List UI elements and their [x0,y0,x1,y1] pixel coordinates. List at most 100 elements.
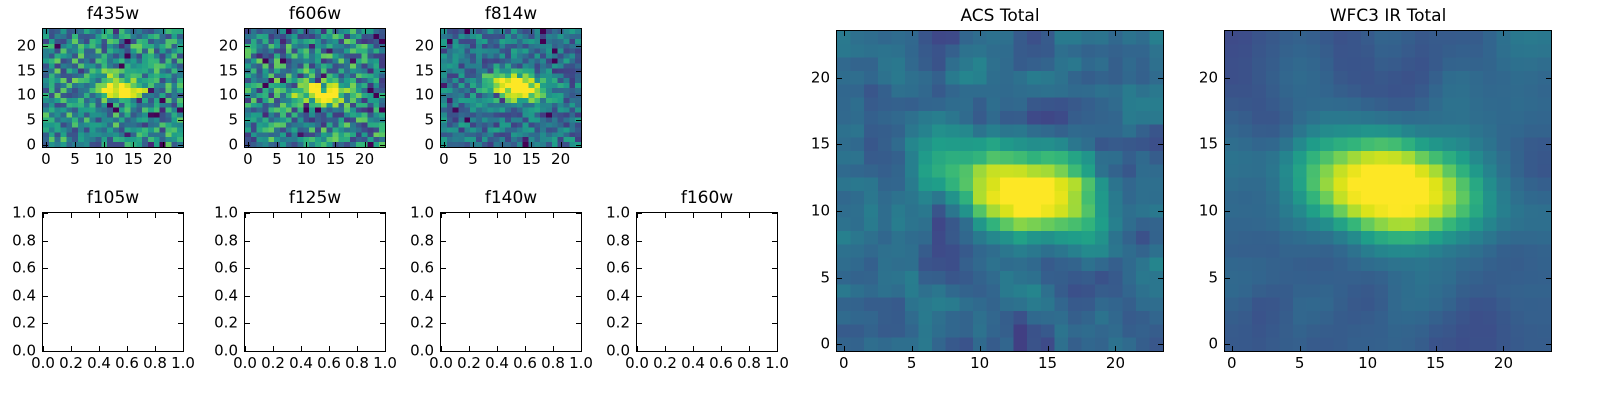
y-tick-label: 5 [820,268,830,287]
x-tick-mark [502,142,504,147]
x-tick-mark [329,346,330,351]
x-tick-label: 0.2 [653,354,677,372]
y-tick-mark [43,95,48,97]
x-tick-mark [581,213,582,218]
x-tick-mark [525,213,526,218]
y-tick-mark [43,144,48,146]
y-tick-mark [441,295,446,297]
y-tick-label: 15 [810,134,830,153]
y-tick-mark [637,268,642,270]
y-tick-mark [576,295,581,297]
y-tick-mark [245,213,250,214]
x-tick-mark [127,346,128,351]
x-tick-mark [525,346,526,351]
y-tick-mark [576,70,581,72]
y-tick-mark [1546,144,1551,146]
y-tick-mark [43,46,48,48]
x-tick-mark [45,142,47,147]
y-tick-label: 0.0 [214,341,238,360]
x-tick-mark [497,346,498,351]
x-tick-mark [1231,31,1233,36]
y-tick-label: 0.2 [214,313,238,332]
y-tick-label: 0.0 [606,341,630,360]
panel-f606w: f606w 0 5 10 15 20 0 5 10 15 20 [219,4,386,167]
x-tick-mark [497,213,498,218]
y-tick-mark [178,70,183,72]
y-tick-mark [43,295,48,297]
x-tick-mark [553,346,554,351]
x-tick-mark [99,213,100,218]
x-tick-mark [911,346,913,351]
y-tick-label: 0.6 [410,258,434,277]
y-tick-mark [43,323,48,325]
y-tick-mark [1546,77,1551,79]
x-tick-label: 1.0 [569,354,593,372]
x-tick-label: 0.6 [709,354,733,372]
x-tick-label: 0.0 [233,354,257,372]
x-tick-mark [247,142,249,147]
y-tick-mark [1225,144,1230,146]
x-tick-mark [531,29,533,34]
x-tick-label: 15 [1037,354,1058,372]
y-tick-label: 15 [1198,134,1218,153]
y-tick-mark [178,295,183,297]
x-tick-mark [581,346,582,351]
y-tick-label: 1.0 [12,203,36,222]
y-tick-mark [837,277,842,279]
x-tick-label: 1.0 [373,354,397,372]
x-tick-mark [1115,346,1117,351]
acs-total-heatmap-canvas [837,31,1163,351]
y-tick-label: 0 [26,135,36,154]
x-tick-mark [777,346,778,351]
x-tick-mark [979,346,981,351]
x-tick-mark [155,346,156,351]
x-tick-label: 20 [355,150,375,168]
x-tick-label: 10 [94,150,114,168]
x-tick-mark [665,213,666,218]
x-tick-label: 15 [325,150,345,168]
y-tick-mark [245,295,250,297]
y-tick-mark [178,351,183,352]
y-tick-label: 1.0 [214,203,238,222]
x-tick-label: 10 [492,150,512,168]
y-tick-mark [178,213,183,214]
y-tick-mark [43,351,48,352]
y-tick-label: 10 [218,85,238,104]
x-tick-label: 20 [1493,354,1513,372]
x-tick-mark [75,142,77,147]
x-tick-label: 5 [272,150,282,168]
x-tick-label: 0.4 [485,354,509,372]
x-tick-label: 5 [468,150,478,168]
y-tick-label: 0.6 [214,258,238,277]
x-tick-mark [45,29,47,34]
x-tick-label: 0 [439,150,449,168]
panel-f435w: f435w 0 5 10 15 20 0 5 10 15 20 [17,4,184,167]
x-tick-mark [301,213,302,218]
panel-f814w: f814w 0 5 10 15 20 0 5 10 15 20 [415,4,582,167]
x-tick-mark [329,213,330,218]
x-tick-mark [127,213,128,218]
y-tick-label: 20 [1198,68,1218,87]
y-tick-label: 5 [424,110,434,129]
y-tick-label: 0 [1208,334,1218,353]
x-tick-mark [553,213,554,218]
x-tick-mark [443,29,445,34]
x-tick-label: 1.0 [171,354,195,372]
x-tick-mark [104,142,106,147]
x-tick-label: 0.0 [625,354,649,372]
y-tick-mark [576,268,581,270]
y-tick-label: 10 [1198,201,1218,220]
x-tick-label: 0.6 [115,354,139,372]
y-tick-mark [43,70,48,72]
x-tick-mark [155,213,156,218]
y-tick-mark [837,211,842,212]
x-tick-mark [637,213,638,218]
y-tick-label: 0.8 [12,231,36,250]
y-tick-mark [576,351,581,352]
x-tick-mark [1231,346,1233,351]
x-tick-label: 0 [243,150,253,168]
y-tick-mark [380,70,385,72]
panel-f125w: f125w 0.0 0.2 0.4 0.6 0.8 1.0 0.0 0.2 0.4 0.6 0.8 1… [214,188,397,371]
x-tick-label: 0 [1227,354,1237,372]
x-tick-label: 15 [521,150,541,168]
